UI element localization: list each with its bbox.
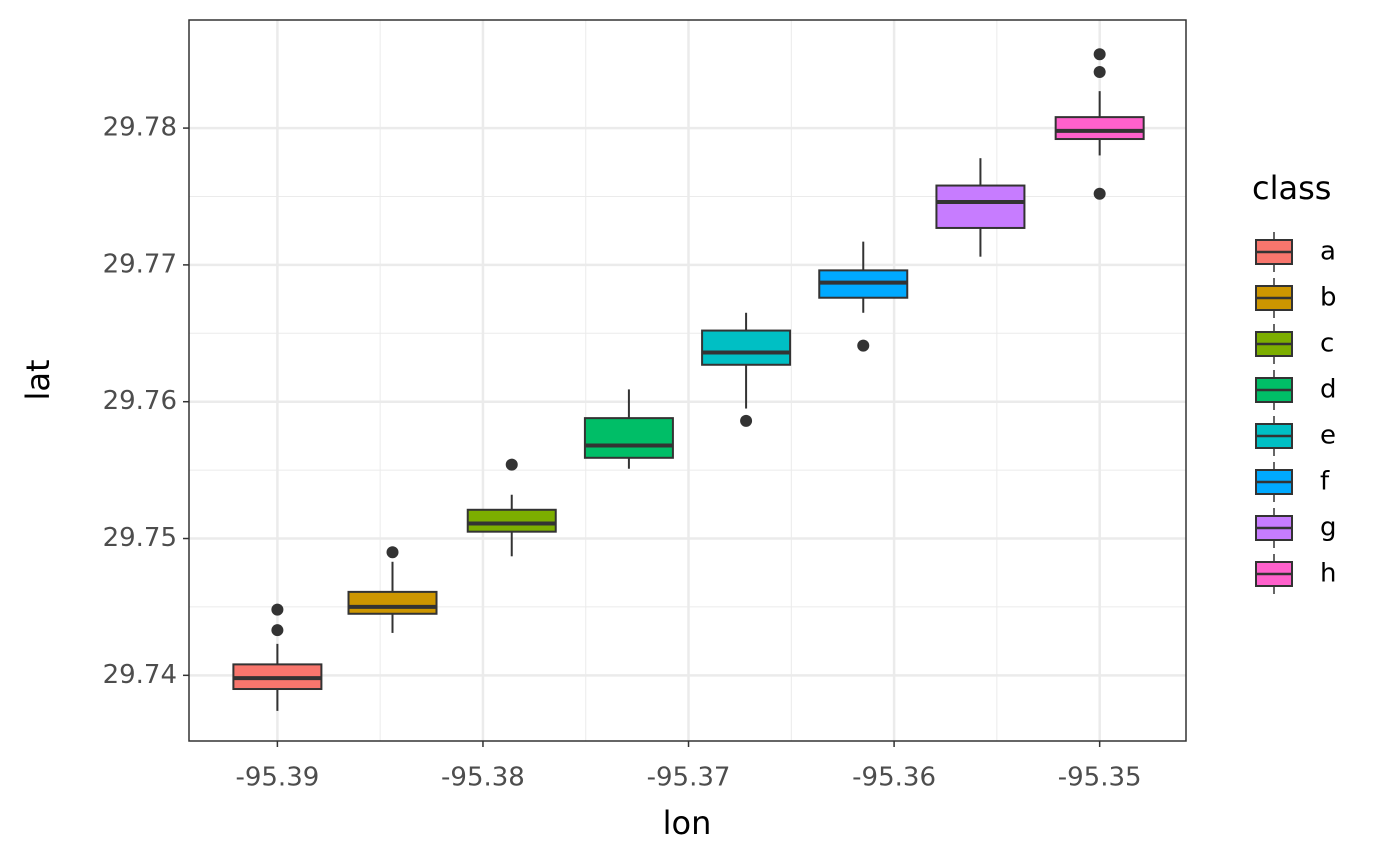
legend-label: f: [1320, 467, 1330, 497]
x-tick-label: -95.38: [441, 763, 525, 793]
panel-border: [188, 19, 1187, 742]
x-tick-label: -95.39: [235, 763, 319, 793]
y-axis-title: lat: [19, 359, 57, 400]
y-tick-label: 29.77: [103, 249, 177, 279]
y-tick-label: 29.75: [103, 523, 177, 553]
outlier: [857, 339, 870, 352]
x-tick-label: -95.36: [852, 763, 936, 793]
box: [466, 508, 557, 533]
legend-label: a: [1320, 237, 1336, 267]
legend-label: e: [1320, 421, 1336, 451]
legend-title: class: [1252, 169, 1331, 207]
legend-label: c: [1320, 329, 1334, 359]
y-tick-label: 29.74: [103, 660, 177, 690]
legend-label: g: [1320, 513, 1337, 543]
box: [347, 590, 438, 615]
outlier: [1093, 48, 1106, 61]
outlier: [386, 546, 399, 559]
y-tick-label: 29.78: [103, 113, 177, 143]
box: [935, 184, 1026, 229]
outlier: [1093, 187, 1106, 200]
outlier: [505, 458, 518, 471]
marks: [232, 48, 1145, 711]
outlier: [271, 624, 284, 637]
x-tick-label: -95.35: [1058, 763, 1142, 793]
box: [1054, 116, 1145, 141]
box: [583, 417, 674, 459]
legend-label: b: [1320, 283, 1337, 313]
x-tick-label: -95.37: [647, 763, 731, 793]
box: [701, 329, 792, 366]
y-tick-label: 29.76: [103, 386, 177, 416]
legend-label: h: [1320, 559, 1336, 589]
outlier: [1093, 65, 1106, 78]
x-axis-title: lon: [663, 804, 712, 842]
legend-label: d: [1320, 375, 1337, 405]
outlier: [740, 414, 753, 427]
outlier: [271, 603, 284, 616]
grid: [189, 20, 1186, 741]
